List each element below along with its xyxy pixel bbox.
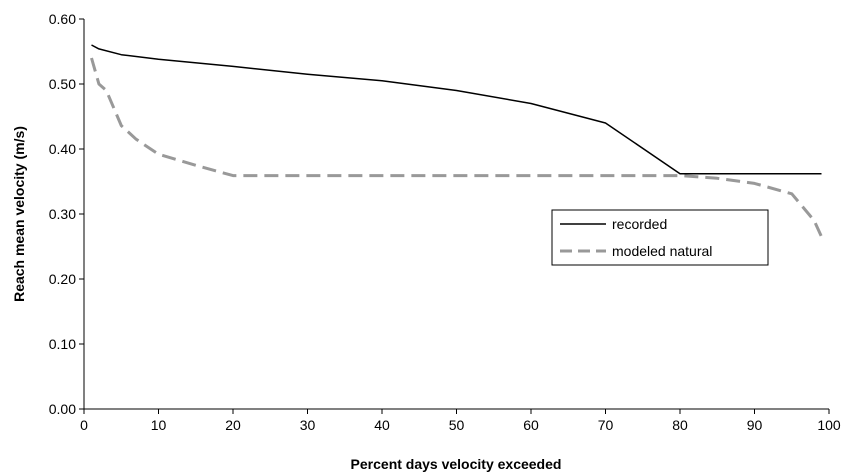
series-line-recorded bbox=[91, 44, 822, 175]
x-tick-label: 80 bbox=[672, 417, 688, 433]
x-tick-label: 100 bbox=[817, 417, 841, 433]
x-tick-label: 10 bbox=[151, 417, 167, 433]
y-axis-title: Reach mean velocity (m/s) bbox=[11, 126, 27, 302]
x-tick-label: 40 bbox=[374, 417, 390, 433]
x-tick-label: 20 bbox=[225, 417, 241, 433]
x-axis-title: Percent days velocity exceeded bbox=[351, 456, 562, 472]
y-tick-label: 0.10 bbox=[49, 336, 76, 352]
series-layer bbox=[90, 44, 823, 238]
x-ticks: 0 10 20 30 40 50 60 70 80 90 100 bbox=[80, 409, 841, 433]
y-tick-label: 0.60 bbox=[49, 11, 76, 27]
x-tick-label: 70 bbox=[598, 417, 614, 433]
y-tick-label: 0.50 bbox=[49, 76, 76, 92]
x-tick-label: 90 bbox=[747, 417, 763, 433]
legend-box bbox=[551, 209, 769, 266]
y-tick-label: 0.30 bbox=[49, 206, 76, 222]
legend: recorded modeled natural bbox=[551, 209, 769, 266]
plot-area: 0.00 0.10 0.20 0.30 0.40 0.50 0.60 0 10 20 30 40 50… bbox=[49, 11, 841, 433]
series-line-modeled-natural bbox=[90, 57, 823, 238]
x-tick-label: 50 bbox=[449, 417, 465, 433]
y-tick-label: 0.40 bbox=[49, 141, 76, 157]
y-ticks: 0.00 0.10 0.20 0.30 0.40 0.50 0.60 bbox=[49, 11, 84, 417]
y-tick-label: 0.00 bbox=[49, 401, 76, 417]
legend-label-recorded: recorded bbox=[612, 216, 667, 232]
legend-label-modeled-natural: modeled natural bbox=[612, 243, 712, 259]
x-tick-label: 30 bbox=[300, 417, 316, 433]
y-tick-label: 0.20 bbox=[49, 271, 76, 287]
x-tick-label: 60 bbox=[523, 417, 539, 433]
x-tick-label: 0 bbox=[80, 417, 88, 433]
